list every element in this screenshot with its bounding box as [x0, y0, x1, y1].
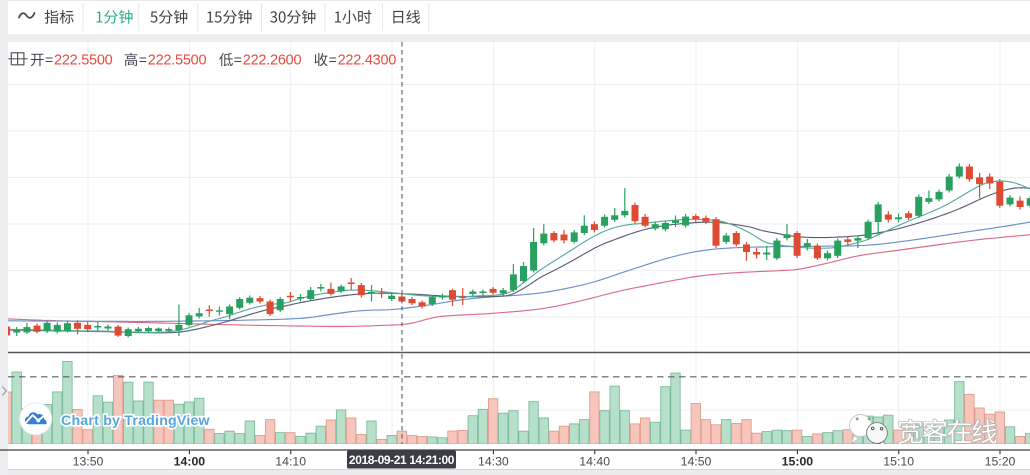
svg-text:15:00: 15:00: [782, 454, 814, 468]
svg-text:2018-09-21 14:21:00: 2018-09-21 14:21:00: [349, 453, 455, 467]
svg-text:222.4300: 222.4300: [338, 53, 397, 69]
svg-text:13:50: 13:50: [73, 454, 104, 468]
svg-text:=: =: [139, 52, 147, 68]
svg-text:=: =: [234, 52, 242, 68]
svg-text:222.2600: 222.2600: [243, 53, 302, 69]
svg-text:=: =: [45, 52, 53, 68]
svg-text:14:00: 14:00: [174, 454, 206, 468]
svg-text:14:50: 14:50: [681, 454, 712, 468]
svg-text:14:40: 14:40: [579, 454, 610, 468]
svg-text:14:30: 14:30: [478, 454, 509, 468]
svg-text:15:20: 15:20: [985, 454, 1016, 468]
svg-text:Chart by TradingView: Chart by TradingView: [61, 413, 211, 429]
svg-text:222.5500: 222.5500: [148, 53, 207, 69]
svg-text:15:10: 15:10: [883, 454, 914, 468]
svg-text:=: =: [329, 52, 337, 68]
svg-text:14:10: 14:10: [275, 454, 306, 468]
svg-text:222.5500: 222.5500: [54, 53, 113, 69]
